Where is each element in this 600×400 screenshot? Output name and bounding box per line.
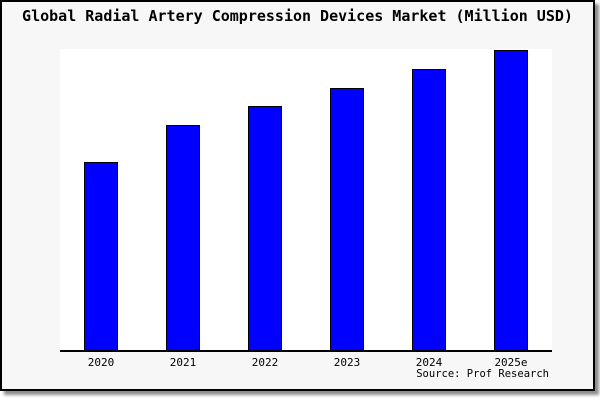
bar-2022 xyxy=(248,106,282,350)
x-axis-tick-labels: 2020 2021 2022 2023 2024 2025e xyxy=(60,357,552,369)
source-label: Source: Prof Research xyxy=(416,368,549,380)
bar-slot xyxy=(470,49,552,350)
bar-2024 xyxy=(412,68,446,350)
bar-slot xyxy=(142,49,224,350)
bar-2025e xyxy=(494,49,528,350)
x-tick-label-2022: 2022 xyxy=(251,356,279,369)
bar-slot xyxy=(388,49,470,350)
x-tick-label-2020: 2020 xyxy=(87,356,115,369)
chart-title: Global Radial Artery Compression Devices… xyxy=(22,7,573,25)
bar-2020 xyxy=(84,161,118,350)
bar-2021 xyxy=(166,124,200,350)
x-tick-label-2024: 2024 xyxy=(415,356,443,369)
bar-slot xyxy=(224,49,306,350)
bar-slot xyxy=(60,49,142,350)
bar-2023 xyxy=(330,88,364,350)
plot-area xyxy=(60,49,552,352)
bars xyxy=(60,49,552,350)
x-tick-label-2025e: 2025e xyxy=(494,356,528,369)
bar-slot xyxy=(306,49,388,350)
x-tick-label-2023: 2023 xyxy=(333,356,361,369)
x-tick-label-2021: 2021 xyxy=(169,356,197,369)
chart-frame: Global Radial Artery Compression Devices… xyxy=(0,0,595,391)
